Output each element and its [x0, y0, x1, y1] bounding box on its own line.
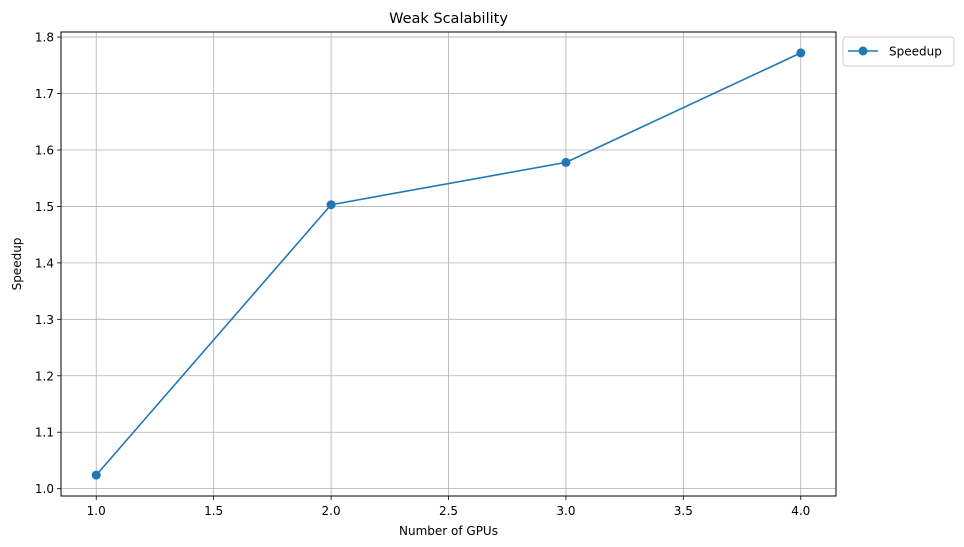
x-tick-label: 1.5 — [204, 504, 223, 518]
x-tick-label: 1.0 — [87, 504, 106, 518]
data-point — [561, 157, 571, 167]
series-line — [95, 52, 802, 476]
data-point — [326, 200, 336, 210]
x-axis-label: Number of GPUs — [399, 524, 498, 538]
legend-point-marker — [858, 46, 868, 56]
series-layer — [91, 48, 806, 480]
y-tick-label: 1.7 — [35, 87, 54, 101]
x-tick-label: 2.5 — [439, 504, 458, 518]
y-tick-label: 1.6 — [35, 143, 54, 157]
x-tick-label: 3.5 — [674, 504, 693, 518]
legend: Speedup — [842, 36, 955, 67]
y-tick-label: 1.0 — [35, 482, 54, 496]
y-tick-label: 1.2 — [35, 369, 54, 383]
y-tick-label: 1.8 — [35, 31, 54, 45]
legend-label: Speedup — [889, 45, 942, 59]
y-tick-label: 1.4 — [35, 256, 54, 270]
x-tick-label: 2.0 — [322, 504, 341, 518]
y-axis: 1.0 1.1 1.2 1.3 1.4 1.5 1.6 1.7 1.8 — [35, 31, 61, 496]
x-tick-label: 3.0 — [556, 504, 575, 518]
grid — [61, 32, 836, 496]
data-point — [796, 48, 806, 58]
legend-box — [842, 36, 955, 67]
y-tick-label: 1.5 — [35, 200, 54, 214]
data-point — [91, 470, 101, 480]
x-axis: 1.0 1.5 2.0 2.5 3.0 3.5 4.0 — [87, 496, 810, 518]
y-tick-label: 1.3 — [35, 313, 54, 327]
y-tick-label: 1.1 — [35, 426, 54, 440]
x-tick-label: 4.0 — [791, 504, 810, 518]
chart-title: Weak Scalability — [389, 11, 508, 27]
y-axis-label: Speedup — [10, 238, 24, 291]
